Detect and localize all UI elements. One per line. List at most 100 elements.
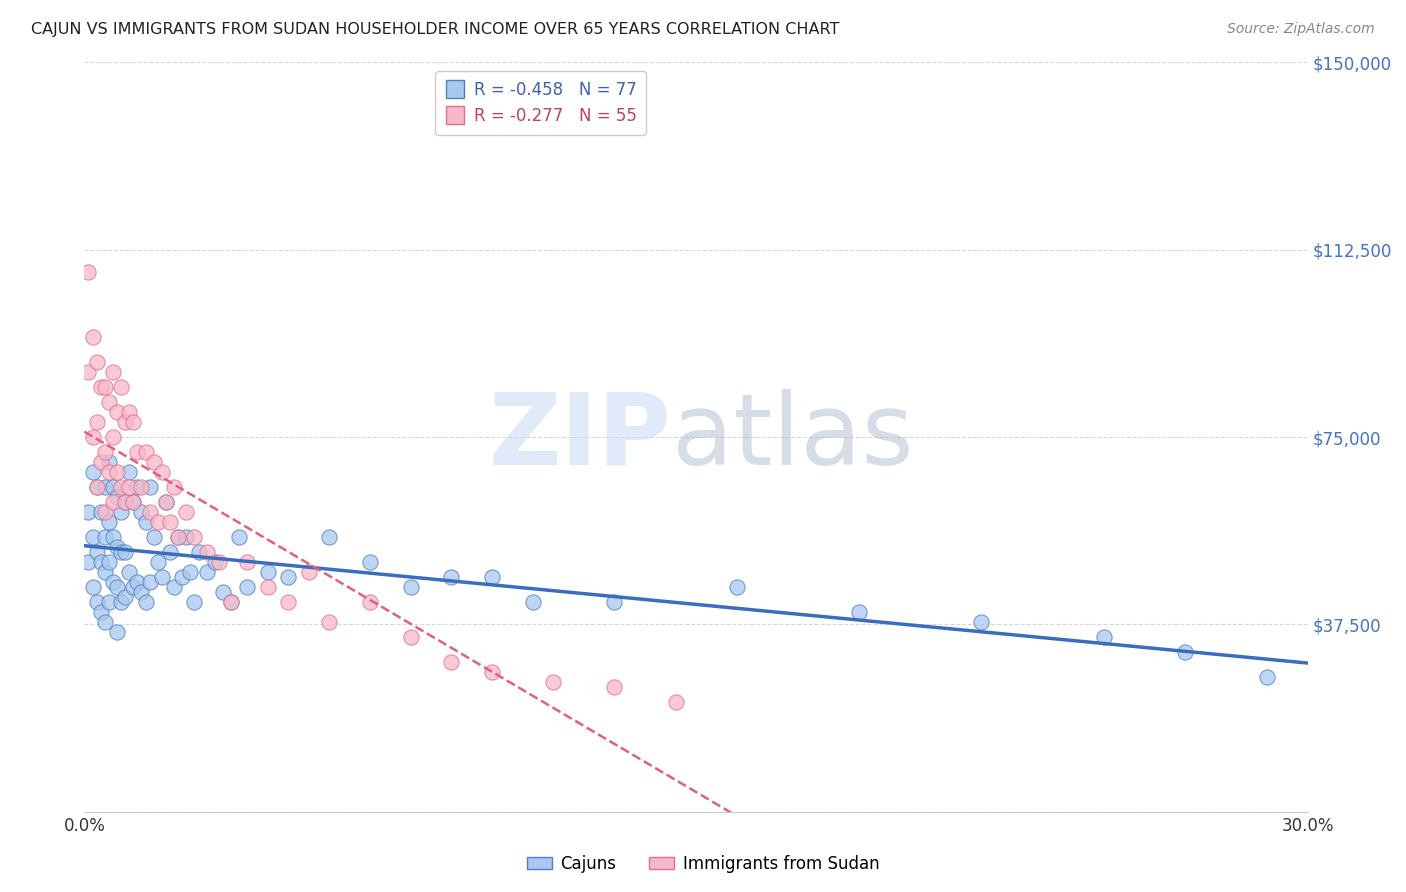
Point <box>101 574 124 589</box>
Point <box>105 624 128 639</box>
Point <box>127 480 149 494</box>
Legend: R = -0.458   N = 77, R = -0.277   N = 55: R = -0.458 N = 77, R = -0.277 N = 55 <box>436 70 647 135</box>
Point <box>93 615 115 629</box>
Point <box>82 530 104 544</box>
Point <box>183 595 205 609</box>
Point <box>150 465 173 479</box>
Point <box>142 455 165 469</box>
Point <box>665 695 688 709</box>
Point <box>86 480 108 494</box>
Point <box>105 465 128 479</box>
Point <box>174 505 197 519</box>
Point <box>183 530 205 544</box>
Point <box>359 595 381 609</box>
Point <box>97 455 120 469</box>
Point <box>114 545 136 559</box>
Point <box>93 380 115 394</box>
Point <box>135 445 157 459</box>
Point <box>167 530 190 544</box>
Point <box>481 665 503 679</box>
Point <box>481 570 503 584</box>
Point <box>93 445 115 459</box>
Point <box>522 595 544 609</box>
Point <box>159 515 181 529</box>
Point <box>399 630 422 644</box>
Point <box>399 580 422 594</box>
Point <box>77 265 100 279</box>
Point <box>1092 630 1115 644</box>
Point <box>146 555 169 569</box>
Text: CAJUN VS IMMIGRANTS FROM SUDAN HOUSEHOLDER INCOME OVER 65 YEARS CORRELATION CHAR: CAJUN VS IMMIGRANTS FROM SUDAN HOUSEHOLD… <box>31 22 839 37</box>
Point <box>82 330 104 344</box>
Point <box>146 515 169 529</box>
Point <box>90 555 112 569</box>
Point <box>118 480 141 494</box>
Point <box>82 430 104 444</box>
Point <box>114 590 136 604</box>
Point <box>82 580 104 594</box>
Legend: Cajuns, Immigrants from Sudan: Cajuns, Immigrants from Sudan <box>520 848 886 880</box>
Point <box>105 580 128 594</box>
Point <box>138 505 160 519</box>
Point <box>131 505 153 519</box>
Point <box>101 480 124 494</box>
Point <box>97 595 120 609</box>
Point <box>212 585 235 599</box>
Point <box>90 455 112 469</box>
Point <box>110 380 132 394</box>
Point <box>204 555 226 569</box>
Point <box>179 565 201 579</box>
Point <box>118 565 141 579</box>
Point <box>603 595 626 609</box>
Point <box>195 545 218 559</box>
Point <box>195 565 218 579</box>
Point <box>167 530 190 544</box>
Point <box>138 480 160 494</box>
Point <box>208 555 231 569</box>
Point <box>228 530 250 544</box>
Point <box>1256 670 1278 684</box>
Point <box>318 615 340 629</box>
Point <box>138 574 160 589</box>
Point <box>110 595 132 609</box>
Point <box>318 530 340 544</box>
Point <box>150 570 173 584</box>
Point <box>127 574 149 589</box>
Point <box>77 555 100 569</box>
Point <box>187 545 209 559</box>
Point <box>114 495 136 509</box>
Point <box>82 465 104 479</box>
Point <box>135 595 157 609</box>
Point <box>142 530 165 544</box>
Point <box>848 605 870 619</box>
Point <box>105 540 128 554</box>
Point <box>86 595 108 609</box>
Point <box>257 565 280 579</box>
Point <box>86 355 108 369</box>
Point <box>172 570 194 584</box>
Point <box>725 580 748 594</box>
Point <box>90 380 112 394</box>
Point <box>97 465 120 479</box>
Text: Source: ZipAtlas.com: Source: ZipAtlas.com <box>1227 22 1375 37</box>
Point <box>97 515 120 529</box>
Point <box>86 480 108 494</box>
Point <box>114 495 136 509</box>
Point <box>159 545 181 559</box>
Point <box>219 595 242 609</box>
Point <box>105 405 128 419</box>
Point <box>277 570 299 584</box>
Point <box>114 415 136 429</box>
Point <box>110 545 132 559</box>
Text: atlas: atlas <box>672 389 912 485</box>
Point <box>122 415 145 429</box>
Text: ZIP: ZIP <box>489 389 672 485</box>
Point <box>163 480 186 494</box>
Point <box>135 515 157 529</box>
Point <box>155 495 177 509</box>
Point <box>970 615 993 629</box>
Point <box>174 530 197 544</box>
Point <box>257 580 280 594</box>
Point <box>97 555 120 569</box>
Point <box>440 655 463 669</box>
